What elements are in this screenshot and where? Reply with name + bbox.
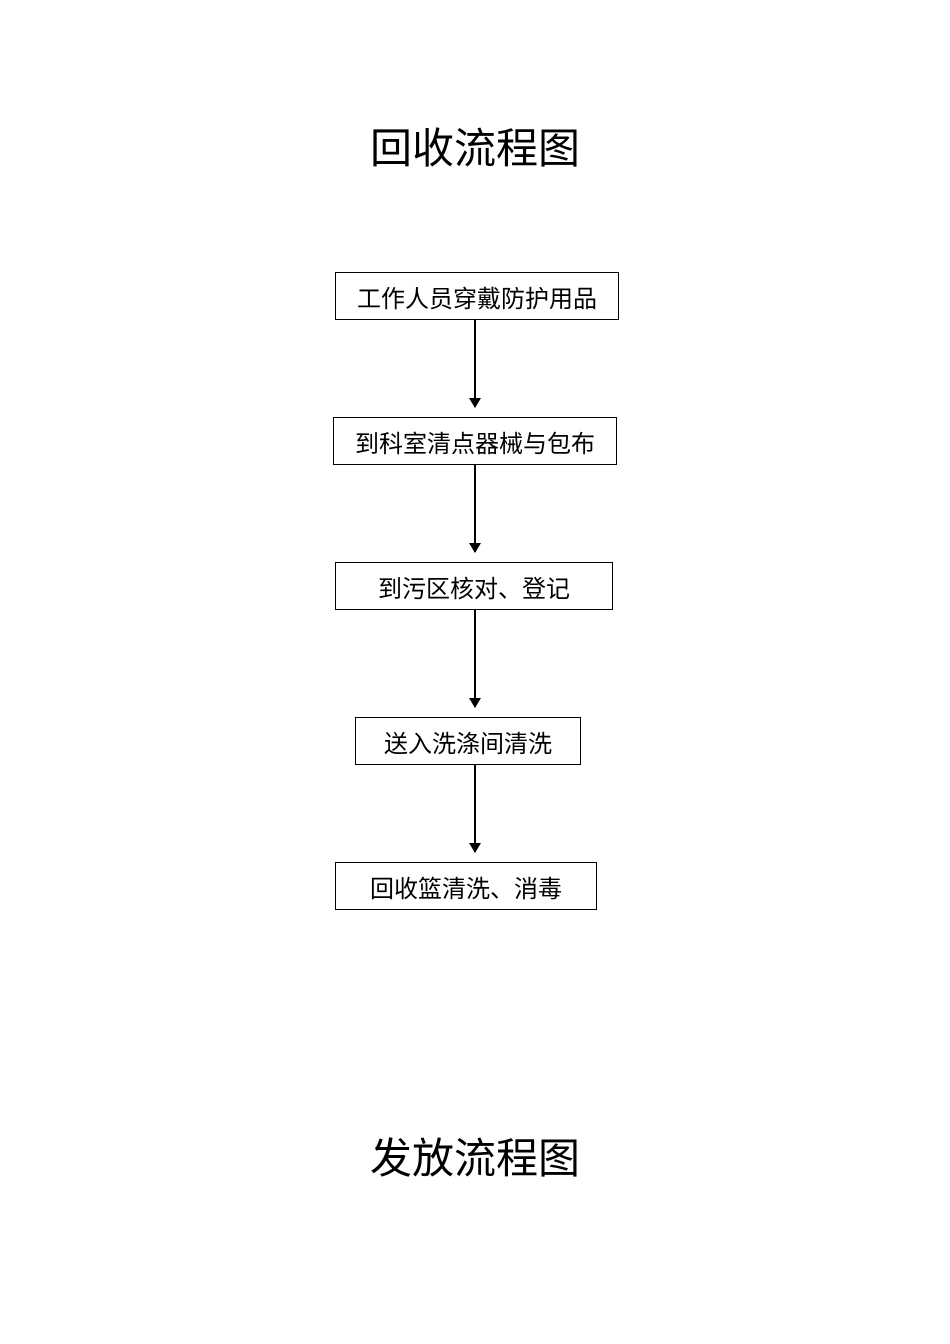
flowchart-title-2: 发放流程图	[0, 1125, 950, 1186]
flowchart-node-2: 到科室清点器械与包布	[333, 417, 617, 465]
flowchart-node-5: 回收篮清洗、消毒	[335, 862, 597, 910]
node-label: 工作人员穿戴防护用品	[357, 279, 597, 314]
node-label: 回收篮清洗、消毒	[370, 869, 562, 904]
node-label: 到科室清点器械与包布	[355, 424, 595, 459]
flowchart-title-1: 回收流程图	[0, 115, 950, 176]
flowchart-node-4: 送入洗涤间清洗	[355, 717, 581, 765]
flowchart-node-3: 到污区核对、登记	[335, 562, 613, 610]
flowchart-arrow-2	[474, 465, 476, 552]
node-label: 送入洗涤间清洗	[384, 724, 552, 759]
flowchart-arrow-3	[474, 610, 476, 707]
flowchart-node-1: 工作人员穿戴防护用品	[335, 272, 619, 320]
flowchart-arrow-4	[474, 765, 476, 852]
flowchart-arrow-1	[474, 320, 476, 407]
node-label: 到污区核对、登记	[378, 569, 570, 604]
